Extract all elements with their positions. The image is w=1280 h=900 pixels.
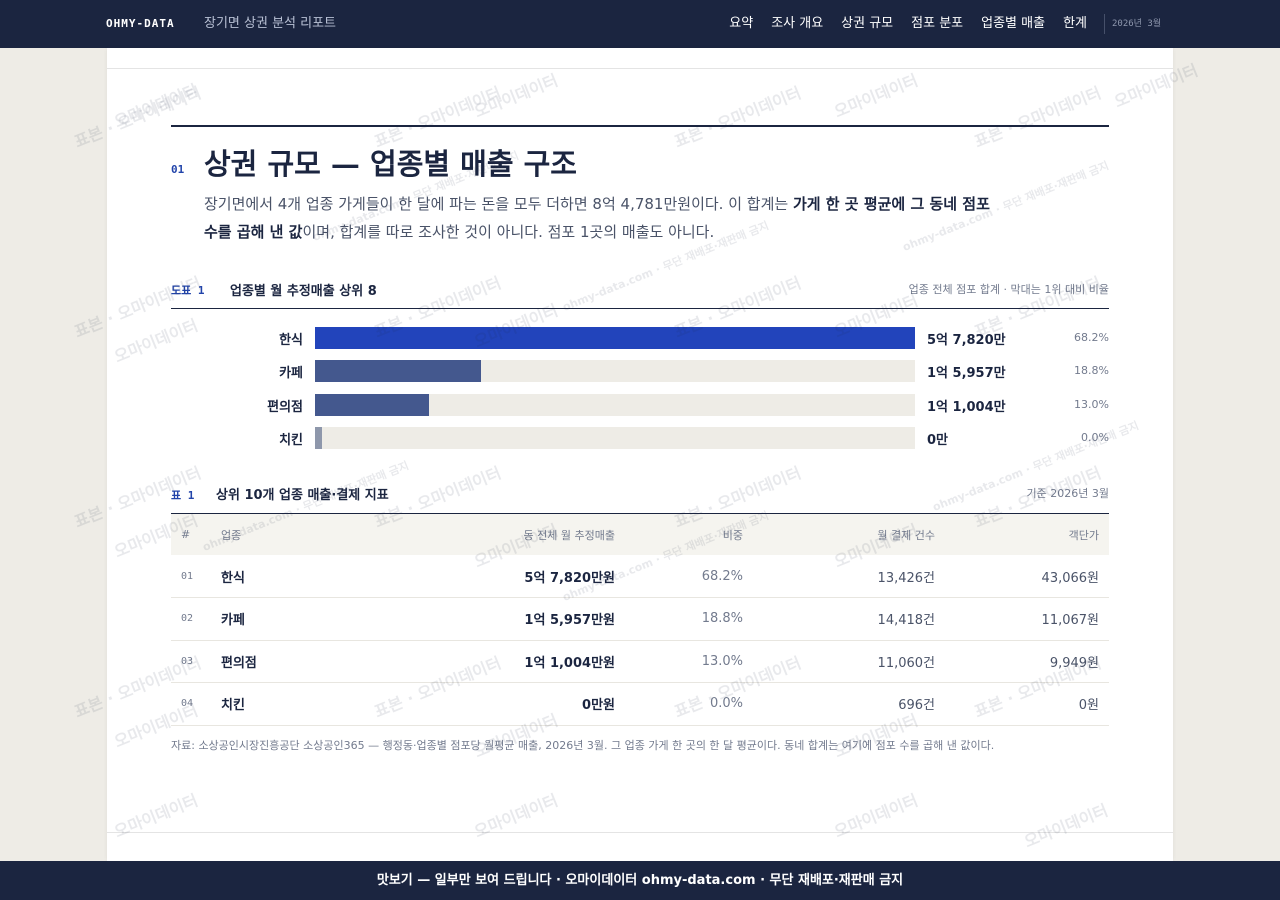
bar-row: 한식 5억 7,820만 68.2% — [171, 327, 1109, 349]
bar-value-label: 5억 7,820만 — [927, 333, 1006, 348]
row-avg-order: 9,949원 — [1049, 655, 1099, 671]
figure-note: 업종 전체 점포 합계 · 막대는 1위 대비 비율 — [908, 283, 1109, 296]
top-nav: 요약 조사 개요 상권 규모 점포 분포 업종별 매출 한계 — [711, 0, 1087, 48]
col-sales: 동 전체 월 추정매출 — [523, 528, 615, 542]
section-title: 상권 규모 — 업종별 매출 구조 — [204, 147, 577, 181]
bar-category-label: 치킨 — [279, 433, 303, 448]
bar-share-label: 0.0% — [1081, 431, 1109, 444]
nav-sales-by-category[interactable]: 업종별 매출 — [981, 16, 1046, 31]
row-avg-order: 11,067원 — [1041, 613, 1099, 629]
row-sales: 1억 5,957만원 — [524, 613, 615, 629]
col-category: 업종 — [221, 528, 242, 542]
row-sales: 1억 1,004만원 — [524, 655, 615, 671]
bar-value-label: 0만 — [927, 433, 949, 448]
col-avg-order: 객단가 — [1068, 528, 1099, 542]
brand-logo[interactable]: OHMY-DATA — [106, 17, 175, 30]
bar-value-label: 1억 5,957만 — [927, 366, 1006, 381]
bar-share-label: 18.8% — [1074, 364, 1109, 377]
preview-footer: 맛보기 — 일부만 보여 드립니다 · 오마이데이터 ohmy-data.com… — [0, 861, 1280, 900]
row-index: 01 — [181, 570, 194, 582]
bar-track — [315, 327, 915, 349]
row-category: 카페 — [221, 613, 245, 629]
figure-title: 업종별 월 추정매출 상위 8 — [230, 284, 377, 299]
report-title: 장기면 상권 분석 리포트 — [204, 16, 336, 31]
bar-category-label: 편의점 — [267, 400, 303, 415]
bar — [315, 394, 429, 416]
row-share: 18.8% — [701, 611, 743, 627]
row-transactions: 11,060건 — [877, 655, 935, 671]
report-sheet — [107, 48, 1173, 861]
section-rule — [171, 125, 1109, 127]
row-index: 03 — [181, 655, 194, 667]
table-row: 01 한식 5억 7,820만원 68.2% 13,426건 43,066원 — [171, 555, 1109, 598]
bar-share-label: 68.2% — [1074, 331, 1109, 344]
row-avg-order: 0원 — [1078, 698, 1099, 714]
nav-market-size[interactable]: 상권 규모 — [841, 16, 894, 31]
row-sales: 0만원 — [582, 698, 615, 714]
row-share: 13.0% — [701, 653, 743, 669]
row-sales: 5억 7,820만원 — [524, 570, 615, 586]
row-category: 편의점 — [221, 655, 257, 671]
bar-category-label: 한식 — [279, 333, 303, 348]
nav-divider — [1104, 14, 1105, 34]
row-index: 04 — [181, 698, 194, 710]
row-category: 치킨 — [221, 698, 245, 714]
section-lead: 장기면에서 4개 업종 가게들이 한 달에 파는 돈을 모두 더하면 8억 4,… — [204, 190, 1004, 246]
row-category: 한식 — [221, 570, 245, 586]
nav-overview[interactable]: 조사 개요 — [771, 16, 824, 31]
lead-text-2: 이며, 합계를 따로 조사한 것이 아니다. 점포 1곳의 매출도 아니다. — [302, 223, 715, 241]
source-note: 자료: 소상공인시장진흥공단 소상공인365 — 행정동·업종별 점포당 월평균… — [171, 739, 995, 752]
bar-track — [315, 394, 915, 416]
row-share: 68.2% — [701, 568, 743, 584]
lead-emphasis: 가게 한 곳 평균에 그 동네 점포 수를 곱해 낸 값 — [204, 195, 990, 241]
table-header: 표 1 상위 10개 업종 매출·결제 지표 기준 2026년 3월 — [171, 484, 1109, 514]
table-row: 02 카페 1억 5,957만원 18.8% 14,418건 11,067원 — [171, 598, 1109, 640]
bar-row: 카페 1억 5,957만 18.8% — [171, 360, 1109, 382]
report-date: 2026년 3월 — [1112, 19, 1162, 29]
bar — [315, 327, 915, 349]
nav-summary[interactable]: 요약 — [729, 16, 754, 31]
figure-header: 도표 1 업종별 월 추정매출 상위 8 업종 전체 점포 합계 · 막대는 1… — [171, 280, 1109, 309]
table-row: 04 치킨 0만원 0.0% 696건 0원 — [171, 683, 1109, 725]
bar-track — [315, 427, 915, 449]
col-transactions: 월 결제 건수 — [877, 528, 935, 542]
col-index: # — [181, 528, 191, 541]
bar-track — [315, 360, 915, 382]
category-metrics-table: # 업종 동 전체 월 추정매출 비중 월 결제 건수 객단가 01 한식 5억… — [171, 514, 1109, 726]
nav-limitations[interactable]: 한계 — [1063, 16, 1087, 31]
row-index: 02 — [181, 613, 194, 625]
bar — [315, 360, 481, 382]
row-transactions: 14,418건 — [877, 613, 935, 629]
table-row: 03 편의점 1억 1,004만원 13.0% 11,060건 9,949원 — [171, 640, 1109, 683]
row-share: 0.0% — [709, 696, 743, 712]
bar-share-label: 13.0% — [1074, 398, 1109, 411]
row-avg-order: 43,066원 — [1041, 570, 1099, 586]
table-header-row: # 업종 동 전체 월 추정매출 비중 월 결제 건수 객단가 — [171, 514, 1109, 555]
bar-category-label: 카페 — [279, 366, 303, 381]
bar-value-label: 1억 1,004만 — [927, 400, 1006, 415]
bar-row: 치킨 0만 0.0% — [171, 427, 1109, 449]
table-label: 표 1 — [171, 489, 195, 502]
section-number: 01 — [171, 163, 185, 176]
lead-text-1: 장기면에서 4개 업종 가게들이 한 달에 파는 돈을 모두 더하면 8억 4,… — [204, 195, 793, 213]
figure-label: 도표 1 — [171, 284, 205, 297]
table-title: 상위 10개 업종 매출·결제 지표 — [216, 488, 389, 503]
row-transactions: 13,426건 — [877, 570, 935, 586]
row-transactions: 696건 — [898, 698, 935, 714]
bar — [315, 427, 323, 449]
sheet-divider-top — [107, 68, 1173, 69]
table-note: 기준 2026년 3월 — [1026, 487, 1109, 500]
col-share: 비중 — [722, 528, 743, 542]
sheet-divider-bottom — [107, 832, 1173, 833]
bar-row: 편의점 1억 1,004만 13.0% — [171, 394, 1109, 416]
nav-store-distribution[interactable]: 점포 분포 — [911, 16, 964, 31]
top-bar: OHMY-DATA 장기면 상권 분석 리포트 요약 조사 개요 상권 규모 점… — [0, 0, 1280, 48]
